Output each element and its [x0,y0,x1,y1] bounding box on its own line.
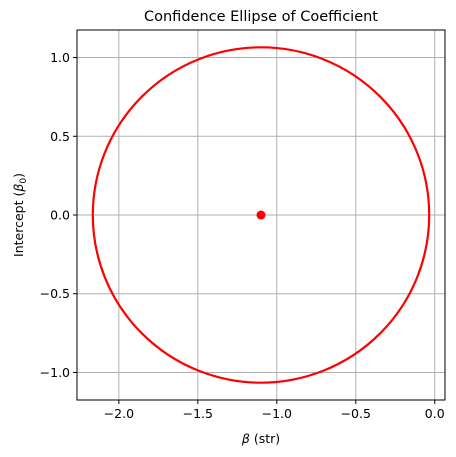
y-tick-label: 0.5 [50,129,70,144]
coefficient-point [256,210,266,220]
x-axis-label-unit: (str) [250,431,280,446]
chart-title: Confidence Ellipse of Coefficient [144,9,378,25]
x-axis-label-symbol: β [241,431,250,446]
y-axis-label-text: Intercept ( [11,192,26,257]
grid-lines [77,30,445,400]
x-tick-label: −1.0 [262,406,292,421]
y-tick-label: 1.0 [50,50,70,65]
x-tick-label: −0.5 [341,406,371,421]
y-tick-label: −0.5 [40,286,70,301]
x-axis-label: β (str) [241,431,280,446]
y-axis-label: Intercept (β0) [11,173,29,257]
y-axis-label-subscript: 0 [19,178,29,184]
y-axis-label-close: ) [11,173,26,178]
ticks: −2.0 −1.5 −1.0 −0.5 0.0 −1.0 −0.5 0.0 0.5 1.0 [40,50,445,421]
x-tick-label: 0.0 [425,406,445,421]
y-tick-label: 0.0 [50,208,70,223]
confidence-ellipse [91,46,431,384]
x-tick-label: −2.0 [104,406,134,421]
x-tick-label: −1.5 [183,406,213,421]
y-axis-label-symbol: β [11,184,26,193]
y-tick-label: −1.0 [40,365,70,380]
data-layer [91,46,431,384]
